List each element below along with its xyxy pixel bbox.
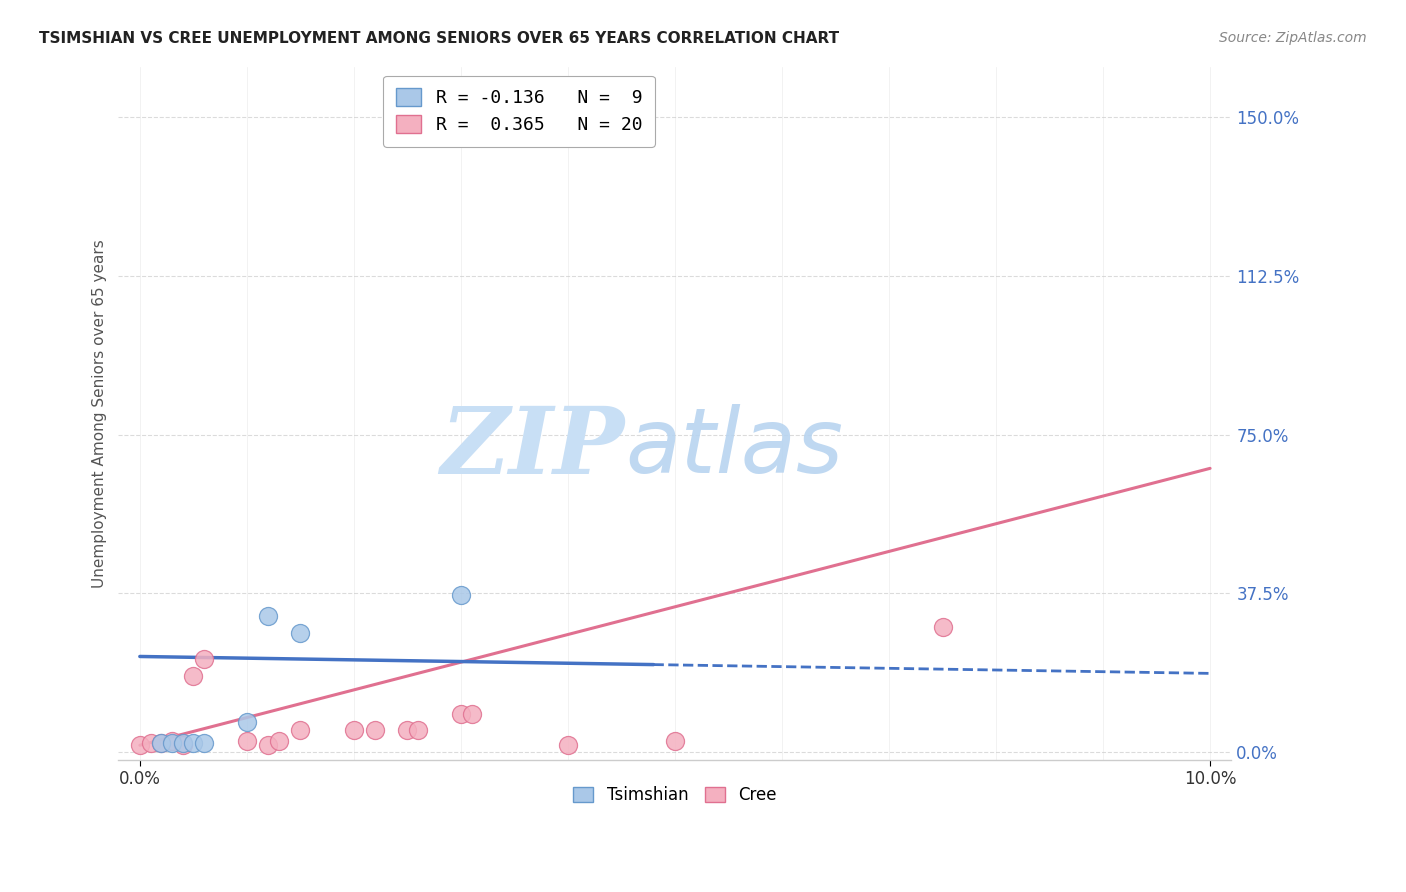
Legend: Tsimshian, Cree: Tsimshian, Cree	[567, 780, 783, 811]
Text: atlas: atlas	[624, 404, 842, 492]
Y-axis label: Unemployment Among Seniors over 65 years: Unemployment Among Seniors over 65 years	[93, 239, 107, 588]
Text: TSIMSHIAN VS CREE UNEMPLOYMENT AMONG SENIORS OVER 65 YEARS CORRELATION CHART: TSIMSHIAN VS CREE UNEMPLOYMENT AMONG SEN…	[39, 31, 839, 46]
Text: ZIP: ZIP	[440, 403, 624, 493]
Text: Source: ZipAtlas.com: Source: ZipAtlas.com	[1219, 31, 1367, 45]
